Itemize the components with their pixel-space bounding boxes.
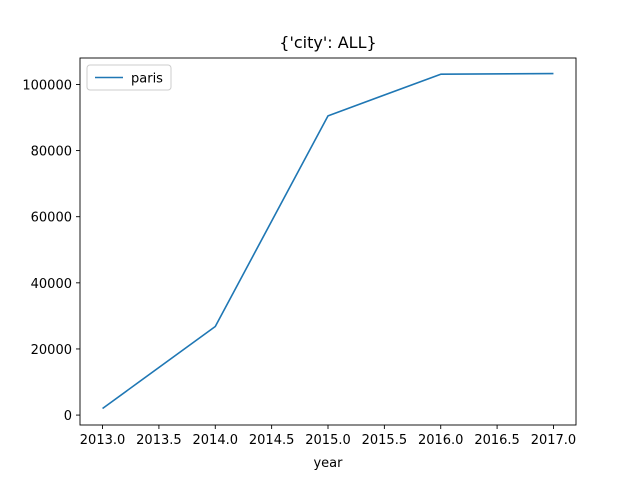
y-tick-label: 100000 [22, 78, 72, 93]
x-tick-label: 2016.5 [474, 433, 520, 448]
y-tick-label: 40000 [31, 277, 72, 292]
x-tick-label: 2015.0 [305, 433, 351, 448]
legend-label: paris [131, 72, 163, 87]
y-tick-label: 0 [64, 409, 72, 424]
x-tick-label: 2017.0 [531, 433, 577, 448]
chart-title: {'city': ALL} [279, 33, 376, 52]
x-axis-label: year [313, 456, 343, 471]
x-tick-label: 2014.5 [249, 433, 295, 448]
x-tick-label: 2015.5 [362, 433, 408, 448]
x-tick-label: 2014.0 [193, 433, 239, 448]
y-tick-label: 60000 [31, 211, 72, 226]
plot-area: 2013.0 2013.5 2014.0 2014.5 2015.0 2015.5 2016… [22, 57, 577, 448]
x-tick-label: 2016.0 [418, 433, 464, 448]
x-tick-label: 2013.5 [136, 433, 182, 448]
series-line-paris [102, 72, 554, 410]
x-tick-label: 2013.0 [80, 433, 126, 448]
legend-box [86, 64, 172, 91]
y-tick-label: 20000 [31, 343, 72, 358]
y-tick-label: 80000 [31, 145, 72, 160]
